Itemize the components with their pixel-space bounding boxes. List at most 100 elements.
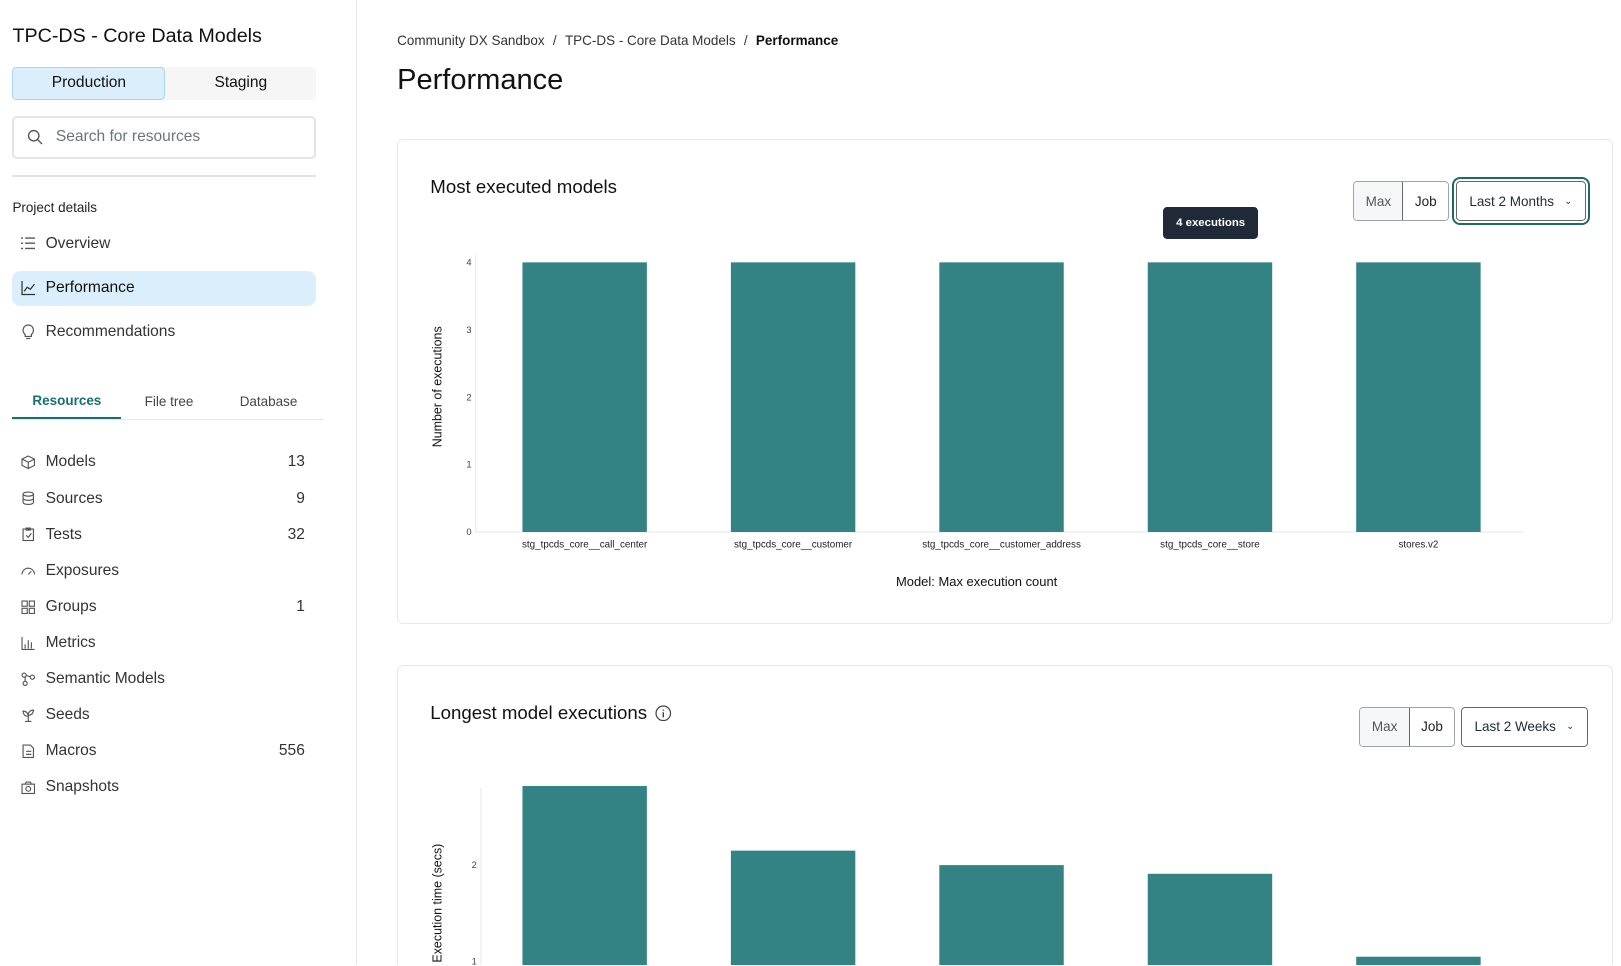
resource-sources[interactable]: Sources 9 <box>21 483 305 514</box>
bar <box>731 850 856 966</box>
database-icon <box>22 491 34 506</box>
sprout-icon <box>22 709 34 722</box>
env-staging[interactable]: Staging <box>214 74 268 92</box>
toggle-max[interactable]: Max <box>1354 182 1404 220</box>
file-text-icon <box>22 744 34 758</box>
bar-chart-icon <box>21 636 35 650</box>
card-title: Longest model executions <box>430 701 648 723</box>
chevron-down-icon: ⌄ <box>1564 195 1573 206</box>
resource-label: Sources <box>45 489 103 507</box>
bar <box>939 262 1064 532</box>
chart-line-icon <box>21 281 36 296</box>
y-tick-label: 2 <box>467 392 472 402</box>
nav-performance[interactable]: Performance <box>12 270 317 306</box>
resource-label: Metrics <box>45 633 96 651</box>
bar <box>731 262 856 532</box>
y-tick-label: 2 <box>472 860 477 870</box>
toggle-max[interactable]: Max <box>1360 708 1410 746</box>
x-tick-label: stg_tpcds_core__call_center <box>522 539 648 550</box>
breadcrumb-item[interactable]: TPC-DS - Core Data Models <box>564 33 736 49</box>
resource-label: Snapshots <box>45 778 120 796</box>
resource-label: Seeds <box>45 706 90 724</box>
clipboard-check-icon <box>22 527 34 542</box>
lightbulb-icon <box>22 324 34 340</box>
y-axis-label: Execution time (secs) <box>431 843 445 962</box>
breadcrumb-separator: / <box>552 33 557 49</box>
breadcrumb: Community DX Sandbox / TPC-DS - Core Data… <box>397 33 838 48</box>
resource-label: Groups <box>45 597 97 615</box>
resource-groups[interactable]: Groups 1 <box>21 591 305 622</box>
resource-label: Semantic Models <box>45 670 165 688</box>
bar <box>1356 262 1481 532</box>
env-production[interactable]: Production <box>12 67 166 100</box>
chevron-down-icon: ⌄ <box>1566 721 1575 732</box>
toggle-job[interactable]: Job <box>1421 719 1443 735</box>
bar <box>1147 873 1273 966</box>
resource-seeds[interactable]: Seeds <box>21 700 305 731</box>
card-title: Most executed models <box>430 176 617 198</box>
longest-executions-card: Longest model executions Max Job Last 2 … <box>397 664 1613 966</box>
resource-label: Tests <box>45 525 82 543</box>
x-tick-label: stg_tpcds_core__customer <box>734 539 853 550</box>
search-placeholder: Search for resources <box>55 128 201 146</box>
range-dropdown[interactable]: Last 2 Weeks ⌄ <box>1461 707 1588 747</box>
resource-count: 13 <box>287 453 305 471</box>
info-icon[interactable] <box>655 705 672 722</box>
resource-exposures[interactable]: Exposures <box>21 555 305 586</box>
page-title: Performance <box>397 64 564 97</box>
y-tick-label: 4 <box>467 257 472 267</box>
sidebar: TPC-DS - Core Data Models Production Sta… <box>0 0 357 966</box>
bar <box>1356 956 1481 966</box>
search-icon <box>27 129 43 145</box>
resource-label: Exposures <box>45 561 120 579</box>
cube-icon <box>21 455 35 470</box>
resource-macros[interactable]: Macros 556 <box>21 736 305 767</box>
toggle-job[interactable]: Job <box>1414 193 1437 209</box>
section-label: Project details <box>12 200 98 216</box>
x-tick-label: stg_tpcds_core__customer_address <box>922 539 1081 550</box>
bar <box>939 864 1064 966</box>
card-title-row: Longest model executions <box>430 702 672 724</box>
y-tick-label: 0 <box>467 527 472 537</box>
x-tick-label: stores.v2 <box>1399 539 1439 550</box>
bar <box>522 785 648 966</box>
resource-count: 1 <box>296 597 305 615</box>
resource-count: 556 <box>278 742 305 760</box>
list-icon <box>20 237 36 250</box>
range-dropdown[interactable]: Last 2 Months ⌄ <box>1451 177 1590 225</box>
y-axis-label: Number of executions <box>431 326 445 447</box>
nav-label: Performance <box>45 279 135 297</box>
tab-resources[interactable]: Resources <box>12 384 122 419</box>
gauge-icon <box>21 567 35 575</box>
nav-overview[interactable]: Overview <box>12 226 316 261</box>
resource-label: Macros <box>45 742 97 760</box>
executions-chart: 0 1 2 3 4 stg_tpcds_core__call_center stg_tpcd… <box>431 254 1524 589</box>
resource-semantic-models[interactable]: Semantic Models <box>21 663 305 694</box>
divider <box>12 175 317 178</box>
resource-snapshots[interactable]: Snapshots <box>21 772 305 803</box>
environment-toggle: Production Staging <box>12 67 317 100</box>
resource-count: 32 <box>287 525 305 543</box>
resource-metrics[interactable]: Metrics <box>21 627 305 658</box>
search-input[interactable]: Search for resources <box>12 116 317 159</box>
nav-label: Overview <box>45 234 111 252</box>
bar <box>522 262 648 532</box>
max-job-toggle: Max Job <box>1359 707 1456 747</box>
nav-label: Recommendations <box>45 322 176 340</box>
breadcrumb-item[interactable]: Community DX Sandbox <box>397 33 545 49</box>
resource-count: 9 <box>296 489 305 507</box>
resource-tests[interactable]: Tests 32 <box>21 519 305 550</box>
x-tick-label: stg_tpcds_core__store <box>1160 539 1260 550</box>
x-axis-label: Model: Max execution count <box>896 574 1058 589</box>
breadcrumb-separator: / <box>743 33 748 49</box>
resource-models[interactable]: Models 13 <box>21 447 305 478</box>
y-tick-label: 3 <box>467 325 472 335</box>
tab-database[interactable]: Database <box>239 393 298 409</box>
nav-recommendations[interactable]: Recommendations <box>12 314 316 349</box>
y-tick-label: 1 <box>467 460 472 470</box>
breadcrumb-current: Performance <box>755 33 839 49</box>
grid-icon <box>21 600 35 614</box>
tooltip: 4 executions <box>1163 207 1258 240</box>
bar <box>1147 262 1273 532</box>
tab-file-tree[interactable]: File tree <box>144 393 194 409</box>
